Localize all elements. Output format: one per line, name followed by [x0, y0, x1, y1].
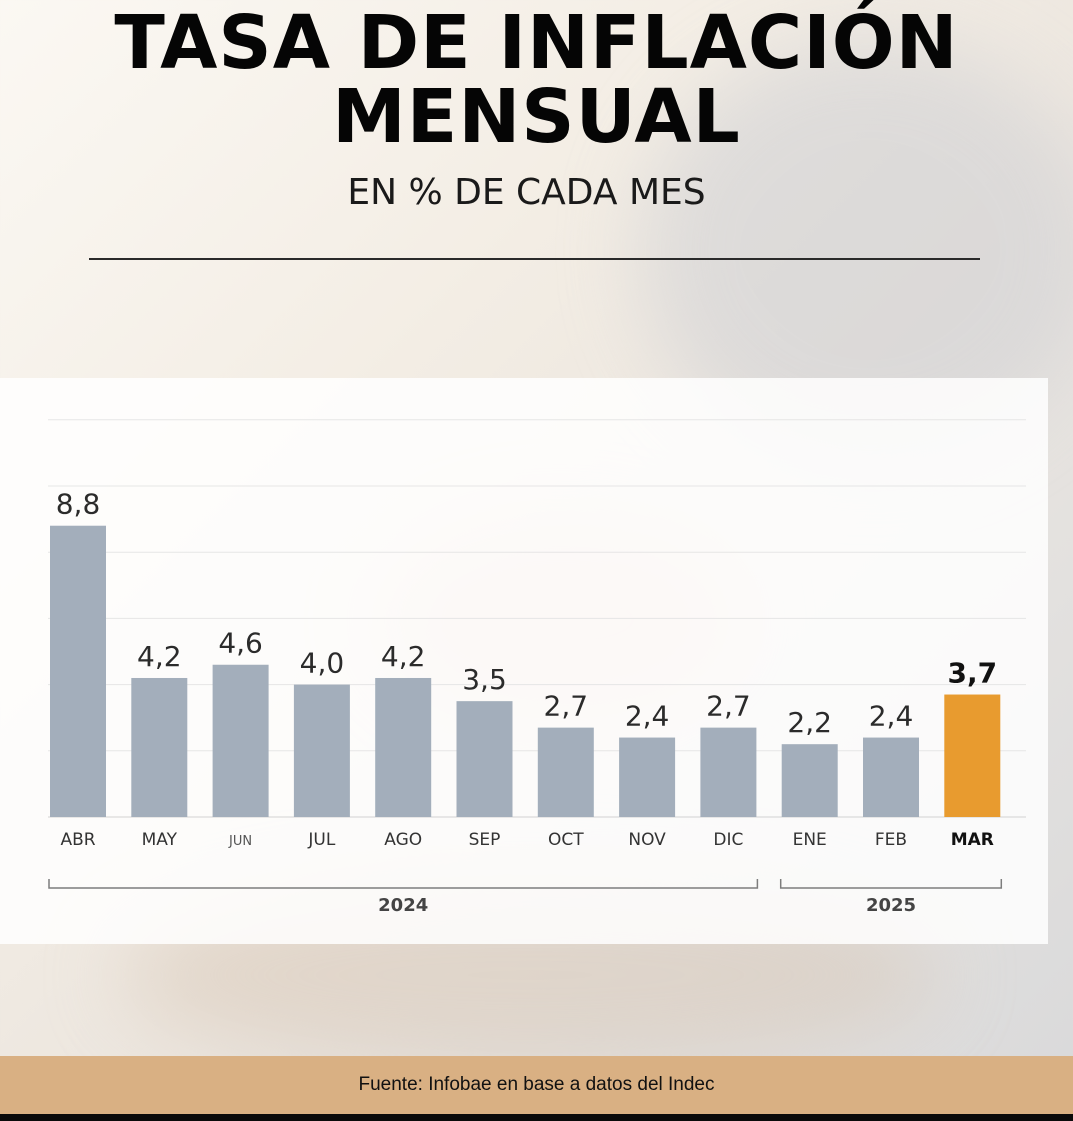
x-tick-label: MAY — [142, 830, 178, 850]
bar-may — [131, 677, 188, 817]
bar-abr — [50, 525, 106, 817]
year-bracket — [779, 879, 1003, 889]
title-divider — [89, 258, 980, 260]
bar-oct — [537, 727, 594, 817]
value-label: 2,4 — [625, 700, 670, 733]
x-tick-label: SEP — [469, 830, 501, 850]
source-text: Fuente: Infobae en base a datos del Inde… — [358, 1074, 715, 1095]
bar-jul — [293, 684, 350, 817]
x-tick-label: OCT — [548, 830, 584, 850]
bottom-bar — [0, 1114, 1073, 1121]
value-label: 4,0 — [300, 647, 345, 680]
year-label: 2025 — [866, 895, 916, 916]
bar-jun — [212, 664, 269, 817]
x-tick-label: MAR — [951, 830, 994, 850]
x-tick-label: NOV — [628, 830, 666, 850]
x-tick-label: ABR — [60, 830, 95, 850]
value-label: 4,6 — [218, 627, 263, 660]
value-label: 3,5 — [462, 663, 507, 696]
value-label: 8,8 — [56, 488, 101, 521]
bar-nov — [619, 737, 676, 817]
value-label: 4,2 — [381, 640, 426, 673]
x-tick-label: ENE — [793, 830, 827, 850]
value-label: 4,2 — [137, 640, 182, 673]
title-line-1: TASA DE INFLACIÓN — [114, 0, 959, 86]
bar-feb — [863, 737, 919, 817]
chart-panel — [0, 378, 1048, 944]
x-tick-label: JUN — [228, 834, 252, 849]
year-bracket — [48, 879, 759, 889]
x-tick-label: JUL — [307, 830, 335, 850]
bar-sep — [456, 701, 513, 817]
value-labels: 8,8 4,2 4,6 4,0 4,2 3,5 2,7 2,4 2,7 2,2 2,4 3,7 — [56, 488, 997, 739]
x-tick-label: FEB — [875, 830, 907, 850]
source-footer: Fuente: Infobae en base a datos del Inde… — [0, 1056, 1073, 1114]
value-label: 2,7 — [706, 690, 751, 723]
x-tick-labels: ABR MAY JUN JUL AGO SEP OCT NOV DIC ENE FEB MAR — [60, 830, 993, 850]
bars — [50, 525, 1001, 817]
x-tick-label: DIC — [713, 830, 743, 850]
value-label: 3,7 — [947, 657, 997, 690]
year-label: 2024 — [378, 895, 428, 916]
x-tick-label: AGO — [384, 830, 422, 850]
bar-ene — [781, 744, 838, 817]
bar-mar — [944, 694, 1001, 817]
page-title: TASA DE INFLACIÓN MENSUAL — [0, 6, 1073, 154]
bar-dic — [700, 727, 757, 817]
value-label: 2,2 — [787, 706, 832, 739]
value-label: 2,4 — [869, 700, 914, 733]
year-groups: 2024 2025 — [48, 879, 1003, 916]
title-line-2: MENSUAL — [332, 74, 741, 160]
page-subtitle: EN % DE CADA MES — [347, 172, 706, 213]
value-label: 2,7 — [544, 690, 589, 723]
bar-ago — [375, 677, 432, 817]
